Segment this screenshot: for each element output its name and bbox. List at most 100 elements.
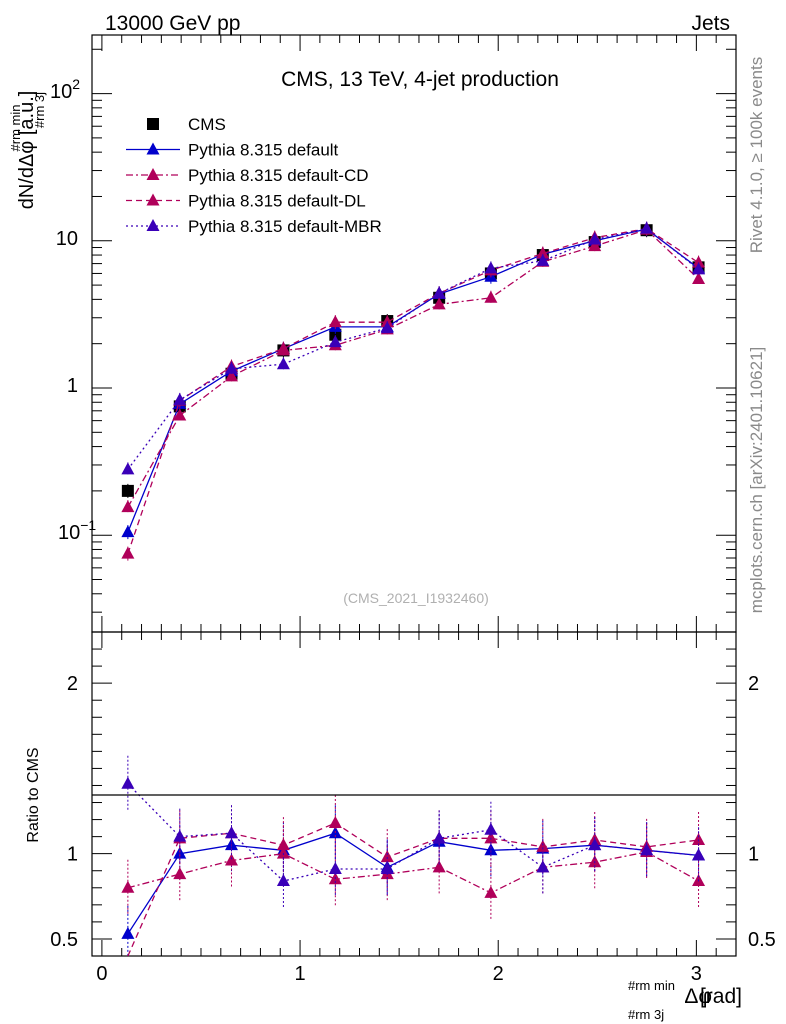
data-point (121, 484, 134, 497)
legend-marker (146, 168, 160, 180)
data-point (432, 297, 446, 310)
series-line (127, 228, 699, 508)
ratio-series-pythia-8-315-default (121, 805, 706, 956)
ratio-point (692, 833, 706, 846)
data-point (432, 286, 446, 299)
data-point (484, 290, 498, 303)
ratio-point (173, 867, 187, 880)
series-line (127, 227, 699, 554)
ratio-ytick-label-right: 2 (748, 673, 759, 695)
legend-marker (147, 118, 159, 130)
ratio-line (127, 832, 699, 935)
ytick-label-100: 102 (50, 76, 80, 103)
ratio-line (127, 822, 699, 957)
ratio-point (432, 831, 446, 844)
ratio-point (276, 846, 290, 859)
ratio-ytick-label: 1 (67, 844, 78, 866)
data-point (276, 341, 290, 354)
ratio-ytick-label-right: 1 (748, 844, 759, 866)
ratio-point (225, 838, 239, 851)
legend-marker (146, 193, 160, 206)
data-point (225, 369, 239, 382)
ratio-series (121, 755, 706, 957)
ratio-point (640, 843, 654, 856)
ratio-ytick-label-right: 0.5 (748, 929, 776, 951)
data-point (121, 500, 135, 513)
series-pythia-8-315-default-cd (121, 222, 706, 515)
ratio-series-pythia-8-315-default-cd (121, 823, 706, 921)
ratio-point (121, 776, 135, 789)
ratio-point (432, 860, 446, 873)
ratio-point (588, 838, 602, 851)
data-point (484, 261, 498, 274)
data-point (380, 321, 394, 334)
rivet-label: Rivet 4.1.0, ≥ 100k events (747, 57, 766, 253)
ratio-point (536, 860, 550, 873)
axis-ticks (92, 35, 736, 957)
ratio-point (484, 843, 498, 856)
legend-label: CMS (188, 115, 226, 134)
data-point (692, 272, 706, 285)
legend-item-pythia-8-315-default-mbr: Pythia 8.315 default-MBR (126, 217, 382, 236)
ratio-frame (91, 631, 737, 957)
data-point (692, 262, 706, 275)
legend-item-cms: CMS (147, 115, 226, 134)
series-pythia-8-315-default-dl (121, 221, 706, 561)
ratio-point (380, 850, 394, 863)
ratio-point (276, 838, 290, 851)
xtick-labels: 0 1 2 3 (96, 963, 702, 985)
series-pythia-8-315-default-mbr (121, 221, 706, 477)
header-right: Jets (691, 12, 730, 35)
legend-label: Pythia 8.315 default-CD (188, 166, 369, 185)
ratio-point (328, 862, 342, 875)
main-ylabel-sup: #rm min (8, 105, 23, 152)
ratio-point (380, 862, 394, 875)
data-point (121, 525, 135, 538)
ratio-series-pythia-8-315-default-mbr (121, 755, 706, 909)
data-point (121, 546, 135, 559)
legend-marker (146, 142, 160, 155)
analysis-watermark: (CMS_2021_I1932460) (343, 590, 489, 606)
legend-marker (146, 219, 160, 231)
xtick-label: 2 (493, 963, 504, 985)
series-line (127, 227, 699, 470)
ratio-point (484, 831, 498, 844)
data-point (536, 246, 550, 259)
ratio-series-pythia-8-315-default-dl (127, 794, 706, 957)
xlabel-phi: Δφ (684, 985, 712, 1008)
xlabel-sub: #rm 3j (628, 1007, 664, 1022)
legend-item-pythia-8-315-default-cd: Pythia 8.315 default-CD (126, 166, 369, 185)
xtick-label: 1 (294, 963, 305, 985)
chart-title: CMS, 13 TeV, 4-jet production (281, 68, 559, 91)
ratio-point (173, 829, 187, 842)
xtick-label: 0 (96, 963, 107, 985)
ratio-line (127, 851, 699, 894)
ratio-point (225, 826, 239, 839)
ratio-line (127, 783, 699, 882)
mcplots-label: mcplots.cern.ch [arXiv:2401.10621] (747, 347, 766, 613)
data-point (692, 255, 706, 268)
legend-item-pythia-8-315-default-dl: Pythia 8.315 default-DL (126, 192, 366, 211)
ytick-label-0.1: 10−1 (58, 517, 96, 544)
data-point (588, 239, 602, 252)
header-left: 13000 GeV pp (105, 12, 240, 35)
xtick-label: 3 (691, 963, 702, 985)
data-point (276, 357, 290, 370)
legend-item-pythia-8-315-default: Pythia 8.315 default (126, 141, 339, 160)
legend-label: Pythia 8.315 default-DL (188, 192, 366, 211)
data-point (173, 408, 187, 421)
legend: CMS Pythia 8.315 default Pythia 8.315 defa… (126, 115, 382, 236)
xlabel-unit: [rad] (700, 985, 742, 1008)
legend-label: Pythia 8.315 default-MBR (188, 217, 382, 236)
data-point (328, 315, 342, 328)
data-point (588, 232, 602, 245)
main-ylabel: dN/dΔφ [a.u.] (16, 91, 38, 210)
series-cms (121, 223, 705, 498)
data-point (121, 462, 135, 475)
series-pythia-8-315-default (121, 222, 706, 540)
ratio-point (536, 839, 550, 852)
ytick-label-10: 10 (56, 228, 78, 250)
ratio-point (276, 873, 290, 886)
ratio-point (225, 853, 239, 866)
